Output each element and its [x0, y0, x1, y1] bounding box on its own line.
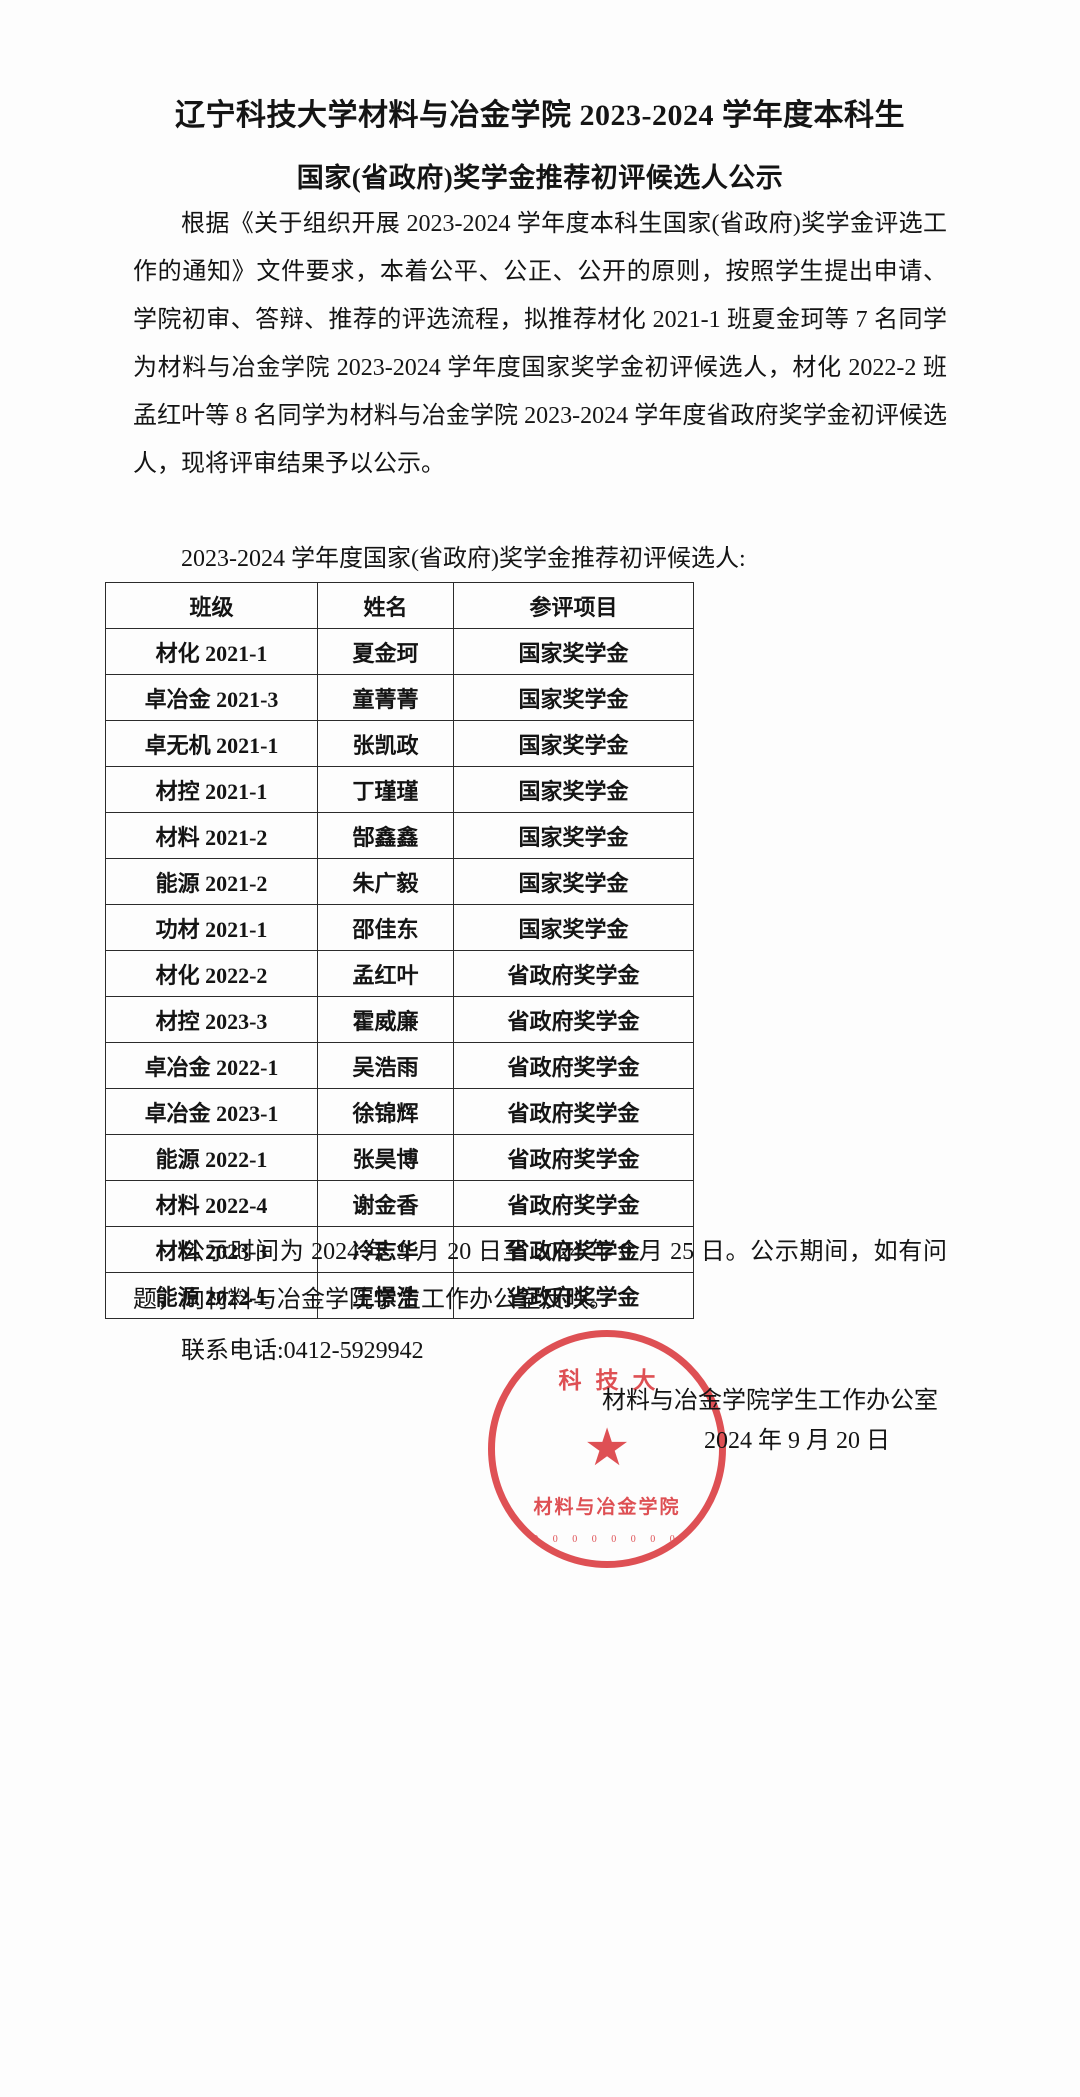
cell-class: 材料 2021-2 — [105, 812, 318, 859]
column-header-item: 参评项目 — [453, 582, 694, 629]
table-row: 卓冶金 2022-1 吴浩雨 省政府奖学金 — [105, 1042, 694, 1089]
cell-item: 国家奖学金 — [453, 674, 694, 721]
table-row: 卓冶金 2023-1 徐锦辉 省政府奖学金 — [105, 1088, 694, 1135]
cell-item: 省政府奖学金 — [453, 1088, 694, 1135]
table-header-row: 班级 姓名 参评项目 — [105, 582, 694, 629]
cell-class: 能源 2022-1 — [105, 1134, 318, 1181]
table-intro-text: 2023-2024 学年度国家(省政府)奖学金推荐初评候选人: — [181, 546, 746, 572]
table-row: 卓无机 2021-1 张凯政 国家奖学金 — [105, 720, 694, 767]
table-row: 材料 2022-4 谢金香 省政府奖学金 — [105, 1180, 694, 1227]
table-row: 功材 2021-1 邵佳东 国家奖学金 — [105, 904, 694, 951]
page-title-line2: 国家(省政府)奖学金推荐初评候选人公示 — [296, 163, 784, 193]
cell-class: 能源 2021-2 — [105, 858, 318, 905]
cell-item: 省政府奖学金 — [453, 996, 694, 1043]
contact-phone: 联系电话:0412-5929942 — [181, 1338, 424, 1364]
cell-item: 省政府奖学金 — [453, 1180, 694, 1227]
cell-name: 霍威廉 — [317, 996, 454, 1043]
table-row: 材化 2021-1 夏金珂 国家奖学金 — [105, 628, 694, 675]
cell-class: 卓冶金 2023-1 — [105, 1088, 318, 1135]
cell-class: 材控 2023-3 — [105, 996, 318, 1043]
cell-item: 省政府奖学金 — [453, 1272, 694, 1319]
cell-name: 张凯政 — [317, 720, 454, 767]
cell-name: 郜鑫鑫 — [317, 812, 454, 859]
cell-name: 张昊博 — [317, 1134, 454, 1181]
cell-item: 省政府奖学金 — [453, 1042, 694, 1089]
cell-name: 夏金珂 — [317, 628, 454, 675]
table-row: 材料 2021-2 郜鑫鑫 国家奖学金 — [105, 812, 694, 859]
table-row: 能源 2022-1 张昊博 省政府奖学金 — [105, 1134, 694, 1181]
cell-item: 国家奖学金 — [453, 858, 694, 905]
cell-name: 邵佳东 — [317, 904, 454, 951]
cell-name: 丁瑾瑾 — [317, 766, 454, 813]
seal-bottom-text: 材料与冶金学院 — [533, 1497, 681, 1518]
cell-name: 谢金香 — [317, 1180, 454, 1227]
table-row: 材化 2022-2 孟红叶 省政府奖学金 — [105, 950, 694, 997]
column-header-name: 姓名 — [317, 582, 454, 629]
cell-item: 国家奖学金 — [453, 720, 694, 767]
cell-name: 王憬浩 — [317, 1272, 454, 1319]
page-title-line1: 辽宁科技大学材料与冶金学院 2023-2024 学年度本科生 — [175, 99, 905, 132]
seal-star-icon: ★ — [583, 1420, 631, 1477]
cell-class: 卓冶金 2021-3 — [105, 674, 318, 721]
cell-class: 功材 2021-1 — [105, 904, 318, 951]
table-row: 材控 2023-3 霍威廉 省政府奖学金 — [105, 996, 694, 1043]
cell-class: 材化 2021-1 — [105, 628, 318, 675]
cell-name: 朱广毅 — [317, 858, 454, 905]
cell-class: 材料 2023-3 — [105, 1226, 318, 1273]
seal-micro-text: 0 0 0 0 0 0 0 0 — [533, 1534, 681, 1545]
column-header-class: 班级 — [105, 582, 318, 629]
candidates-table: 班级 姓名 参评项目 材化 2021-1 夏金珂 国家奖学金 卓冶金 2021-… — [105, 582, 694, 1319]
cell-item: 省政府奖学金 — [453, 950, 694, 997]
table-row: 能源 2022-1 王憬浩 省政府奖学金 — [105, 1272, 694, 1319]
cell-class: 材控 2021-1 — [105, 766, 318, 813]
cell-class: 材化 2022-2 — [105, 950, 318, 997]
table-row: 材控 2021-1 丁瑾瑾 国家奖学金 — [105, 766, 694, 813]
body-paragraph: 根据《关于组织开展 2023-2024 学年度本科生国家(省政府)奖学金评选工作… — [133, 211, 947, 477]
cell-class: 卓冶金 2022-1 — [105, 1042, 318, 1089]
cell-name: 徐锦辉 — [317, 1088, 454, 1135]
table-row: 能源 2021-2 朱广毅 国家奖学金 — [105, 858, 694, 905]
cell-name: 吴浩雨 — [317, 1042, 454, 1089]
cell-name: 孟红叶 — [317, 950, 454, 997]
cell-item: 省政府奖学金 — [453, 1134, 694, 1181]
cell-item: 国家奖学金 — [453, 766, 694, 813]
signature-office: 材料与冶金学院学生工作办公室 — [602, 1388, 938, 1414]
cell-item: 国家奖学金 — [453, 628, 694, 675]
publicity-period-note: 公示时间为 2024 年 9 月 20 日至 2024 年 9 月 25 日。公… — [133, 1239, 947, 1313]
cell-name: 童菁菁 — [317, 674, 454, 721]
cell-class: 能源 2022-1 — [105, 1272, 318, 1319]
signature-date: 2024 年 9 月 20 日 — [704, 1428, 890, 1454]
cell-class: 材料 2022-4 — [105, 1180, 318, 1227]
table-row: 卓冶金 2021-3 童菁菁 国家奖学金 — [105, 674, 694, 721]
cell-class: 卓无机 2021-1 — [105, 720, 318, 767]
cell-item: 国家奖学金 — [453, 812, 694, 859]
cell-item: 国家奖学金 — [453, 904, 694, 951]
